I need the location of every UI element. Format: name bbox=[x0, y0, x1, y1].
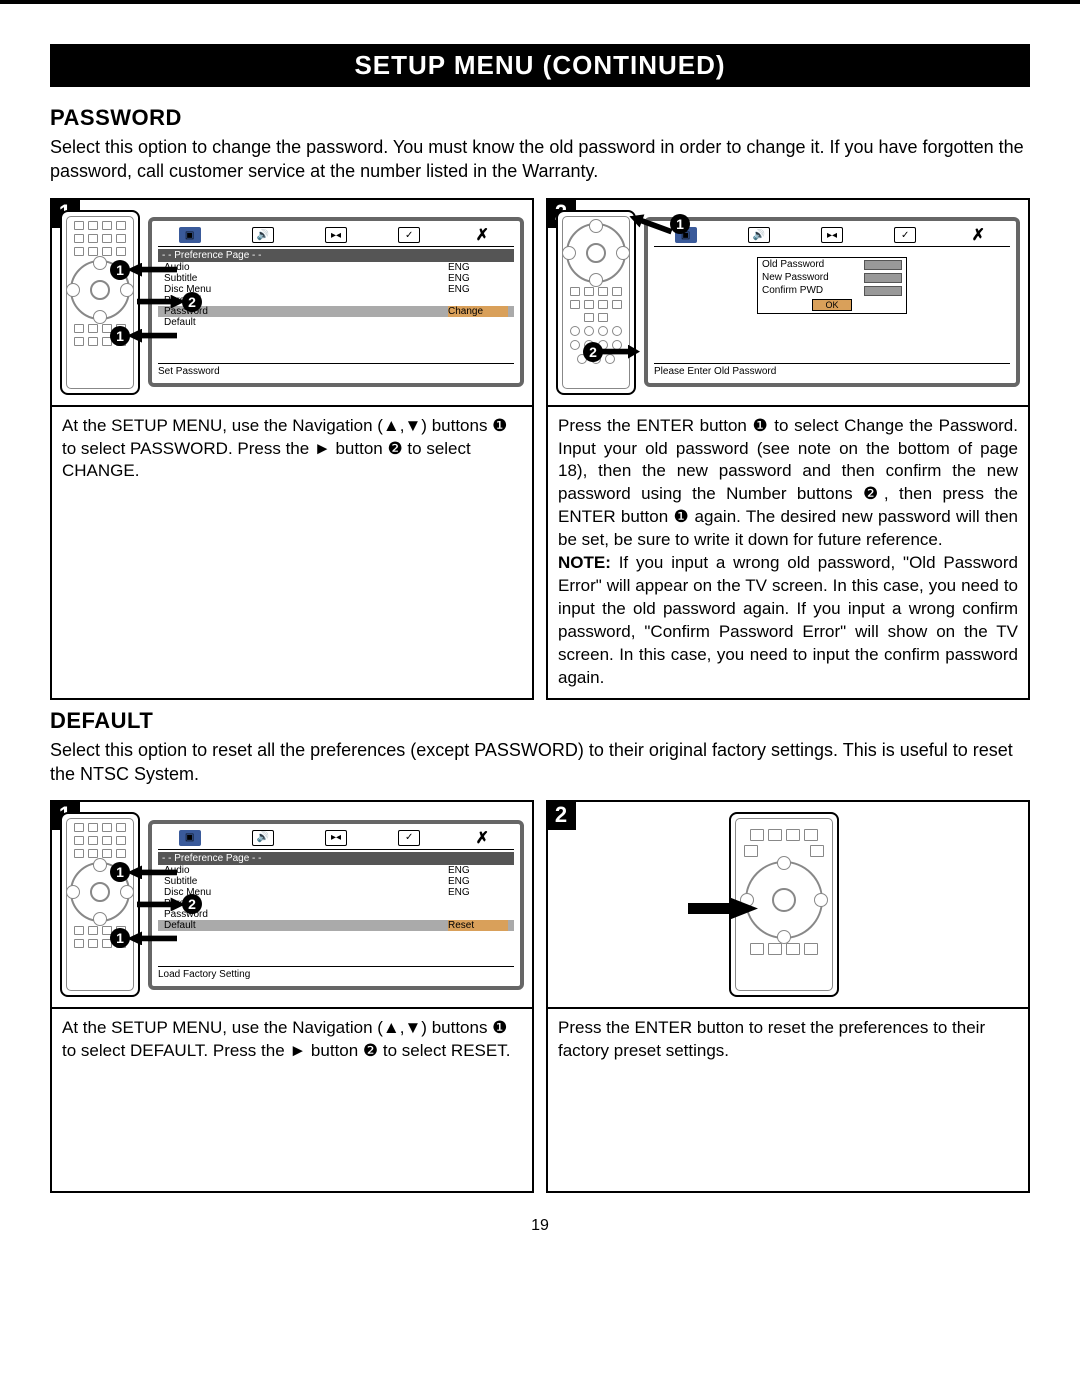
new-pwd-label: New Password bbox=[762, 272, 829, 283]
osd-menu-row: Disc MenuENG bbox=[158, 284, 514, 295]
default-title: DEFAULT bbox=[50, 708, 1030, 734]
confirm-pwd-label: Confirm PWD bbox=[762, 285, 823, 296]
old-pwd-field bbox=[864, 260, 902, 270]
default-desc: Select this option to reset all the pref… bbox=[50, 738, 1030, 787]
osd-menu-row: SubtitleENG bbox=[158, 876, 514, 887]
page-banner: SETUP MENU (CONTINUED) bbox=[50, 44, 1030, 87]
default-step1-caption: At the SETUP MENU, use the Navigation (▲… bbox=[52, 1007, 532, 1071]
osd-menu-row: SubtitleENG bbox=[158, 273, 514, 284]
old-pwd-label: Old Password bbox=[762, 259, 824, 270]
callout-1b-icon: 1 bbox=[110, 326, 130, 346]
osd-menu-row: Parental bbox=[158, 898, 514, 909]
default-row: 1 bbox=[50, 800, 1030, 1193]
password-step1-caption: At the SETUP MENU, use the Navigation (▲… bbox=[52, 405, 532, 492]
osd-footer: Set Password bbox=[158, 363, 514, 377]
default-step2-caption: Press the ENTER button to reset the pref… bbox=[548, 1007, 1028, 1191]
remote-icon bbox=[60, 812, 140, 997]
osd-menu-row: AudioENG bbox=[158, 262, 514, 273]
osd-screen: ▣ 🔊 ▸◂ ✓ ✗ Old Password New Password Con… bbox=[644, 217, 1020, 387]
password-step2: 2 bbox=[546, 198, 1030, 700]
osd-header: - - Preference Page - - bbox=[158, 852, 514, 865]
password-row: 1 bbox=[50, 198, 1030, 700]
osd-menu-row: DefaultReset bbox=[158, 920, 514, 931]
default-step2-illus bbox=[548, 802, 1028, 1007]
osd-menu-row: Disc MenuENG bbox=[158, 887, 514, 898]
confirm-pwd-field bbox=[864, 286, 902, 296]
callout-1-icon: 1 bbox=[670, 214, 690, 234]
osd-footer: Please Enter Old Password bbox=[654, 363, 1010, 377]
password-step2-illus: 1 2 ▣ 🔊 ▸◂ ✓ ✗ Old Password New Password bbox=[548, 200, 1028, 405]
tab-icon: 🔊 bbox=[252, 830, 274, 846]
password-step1: 1 bbox=[50, 198, 534, 700]
tab-icon: 🔊 bbox=[748, 227, 770, 243]
tab-icon: ▣ bbox=[179, 830, 201, 846]
osd-menu-row: Password bbox=[158, 909, 514, 920]
remote-icon bbox=[60, 210, 140, 395]
password-desc: Select this option to change the passwor… bbox=[50, 135, 1030, 184]
password-dialog: Old Password New Password Confirm PWD OK bbox=[757, 257, 907, 314]
osd-menu-row: Parental bbox=[158, 295, 514, 306]
ok-button: OK bbox=[812, 299, 852, 311]
page-number: 19 bbox=[50, 1217, 1030, 1235]
new-pwd-field bbox=[864, 273, 902, 283]
default-step1-illus: 1 2 1 ▣ 🔊 ▸◂ ✓ ✗ - - Preference Page - -… bbox=[52, 802, 532, 1007]
osd-menu-row: AudioENG bbox=[158, 865, 514, 876]
default-step1: 1 bbox=[50, 800, 534, 1193]
osd-menu-row: PasswordChange bbox=[158, 306, 514, 317]
callout-2-icon: 2 bbox=[583, 342, 603, 362]
tab-icon: 🔊 bbox=[252, 227, 274, 243]
tab-icon: ▣ bbox=[179, 227, 201, 243]
password-step1-illus: 1 2 1 ▣ 🔊 ▸◂ ✓ ✗ - - Preference Page - - bbox=[52, 200, 532, 405]
password-step2-caption: Press the ENTER button ❶ to select Chang… bbox=[548, 405, 1028, 698]
osd-screen: ▣ 🔊 ▸◂ ✓ ✗ - - Preference Page - - Audio… bbox=[148, 820, 524, 990]
callout-2-icon: 2 bbox=[182, 292, 202, 312]
osd-screen: ▣ 🔊 ▸◂ ✓ ✗ - - Preference Page - - Audio… bbox=[148, 217, 524, 387]
tab-icon: ✗ bbox=[471, 227, 493, 243]
osd-header: - - Preference Page - - bbox=[158, 249, 514, 262]
osd-menu-row: Default bbox=[158, 317, 514, 328]
default-step2: 2 bbox=[546, 800, 1030, 1193]
tab-icon: ✓ bbox=[894, 227, 916, 243]
tab-icon: ✗ bbox=[967, 227, 989, 243]
osd-footer: Load Factory Setting bbox=[158, 966, 514, 980]
remote-icon bbox=[556, 210, 636, 395]
note-label: NOTE: bbox=[558, 553, 611, 572]
callout-1-icon: 1 bbox=[110, 260, 130, 280]
tab-icon: ▸◂ bbox=[325, 830, 347, 846]
tab-icon: ✗ bbox=[471, 830, 493, 846]
password-title: PASSWORD bbox=[50, 105, 1030, 131]
tab-icon: ▸◂ bbox=[325, 227, 347, 243]
tab-icon: ▸◂ bbox=[821, 227, 843, 243]
tab-icon: ✓ bbox=[398, 227, 420, 243]
tab-icon: ✓ bbox=[398, 830, 420, 846]
